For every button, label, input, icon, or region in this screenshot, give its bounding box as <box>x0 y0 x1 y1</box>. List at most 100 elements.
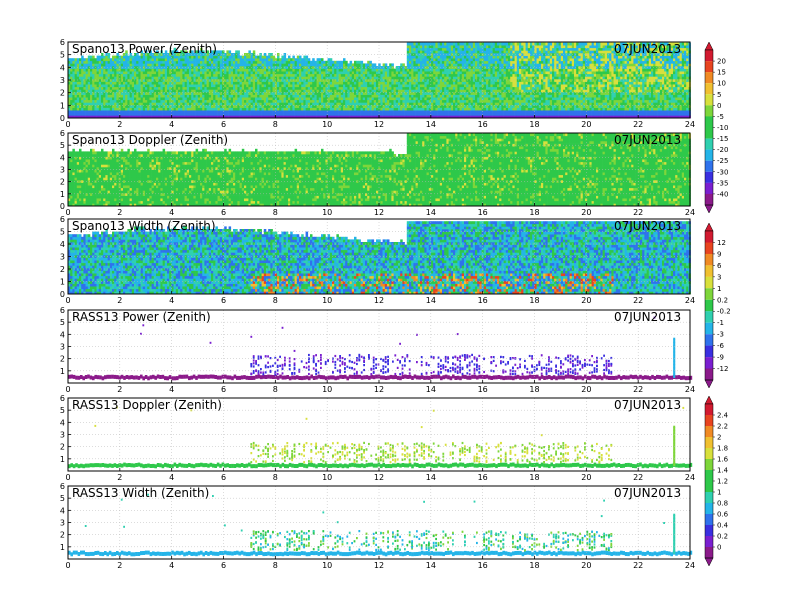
heatmap-cell <box>437 71 441 75</box>
heatmap-cell <box>213 81 216 85</box>
heatmap-cell <box>173 92 177 95</box>
heatmap-cell <box>171 102 174 106</box>
heatmap-cell <box>186 68 190 72</box>
heatmap-cell <box>354 60 357 64</box>
heatmap-cell <box>70 79 73 82</box>
heatmap-cell <box>288 97 291 101</box>
heatmap-cell <box>109 68 113 72</box>
heatmap-cell <box>239 112 243 116</box>
heatmap-cell <box>431 115 434 119</box>
heatmap-cell <box>270 71 273 75</box>
heatmap-cell <box>486 84 489 88</box>
heatmap-cell <box>228 102 232 106</box>
heatmap-cell <box>76 110 80 114</box>
heatmap-cell <box>296 60 300 64</box>
heatmap-cell <box>354 63 357 67</box>
heatmap-cell <box>83 76 86 80</box>
heatmap-cell <box>237 89 240 93</box>
heatmap-cell <box>329 73 333 77</box>
heatmap-cell <box>409 73 412 77</box>
heatmap-cell <box>446 58 449 62</box>
heatmap-cell <box>81 99 84 103</box>
heatmap-cell <box>398 110 401 114</box>
heatmap-cell <box>345 94 348 98</box>
heatmap-cell <box>472 71 476 75</box>
heatmap-cell <box>459 84 463 88</box>
heatmap-cell <box>340 84 344 88</box>
heatmap-cell <box>109 86 113 90</box>
heatmap-cell <box>305 107 309 111</box>
heatmap-cell <box>241 84 245 88</box>
heatmap-cell <box>79 105 82 108</box>
heatmap-cell <box>134 58 137 62</box>
heatmap-cell <box>79 92 82 95</box>
heatmap-cell <box>435 60 438 64</box>
heatmap-cell <box>395 66 399 69</box>
heatmap-cell <box>134 68 137 72</box>
heatmap-cell <box>417 60 421 64</box>
heatmap-cell <box>391 68 394 72</box>
heatmap-cell <box>167 73 170 77</box>
heatmap-cell <box>237 73 240 77</box>
heatmap-cell <box>400 68 403 72</box>
heatmap-cell <box>116 66 119 69</box>
heatmap-cell <box>305 97 309 101</box>
heatmap-cell <box>125 60 128 64</box>
heatmap-cell <box>323 92 326 95</box>
heatmap-cell <box>329 63 333 67</box>
heatmap-cell <box>178 58 181 62</box>
heatmap-cell <box>428 102 432 106</box>
heatmap-cell <box>314 68 317 72</box>
heatmap-cell <box>105 99 108 103</box>
heatmap-cell <box>413 47 416 51</box>
heatmap-cell <box>468 107 471 111</box>
heatmap-cell <box>87 86 91 90</box>
heatmap-cell <box>453 73 456 77</box>
heatmap-cell <box>472 79 476 82</box>
heatmap-cell <box>112 92 115 95</box>
heatmap-cell <box>277 81 280 85</box>
heatmap-cell <box>248 92 251 95</box>
heatmap-cell <box>492 63 496 67</box>
heatmap-cell <box>424 68 427 72</box>
heatmap-cell <box>457 42 460 46</box>
heatmap-cell <box>219 55 223 59</box>
heatmap-cell <box>428 42 432 46</box>
heatmap-cell <box>376 107 379 111</box>
heatmap-cell <box>347 81 350 85</box>
heatmap-cell <box>411 112 414 116</box>
heatmap-cell <box>228 63 232 67</box>
heatmap-cell <box>197 102 201 106</box>
heatmap-cell <box>378 68 381 72</box>
heatmap-cell <box>76 63 80 67</box>
heatmap-cell <box>120 102 124 106</box>
heatmap-cell <box>301 86 304 90</box>
heatmap-cell <box>393 94 397 98</box>
heatmap-cell <box>345 71 348 75</box>
heatmap-cell <box>299 102 302 106</box>
heatmap-cell <box>186 102 190 106</box>
heatmap-cell <box>149 94 152 98</box>
heatmap-cell <box>215 58 218 62</box>
heatmap-cell <box>503 115 507 119</box>
heatmap-cell <box>477 92 480 95</box>
heatmap-cell <box>391 84 394 88</box>
heatmap-cell <box>283 115 287 119</box>
heatmap-cell <box>334 76 337 80</box>
heatmap-cell <box>285 58 289 62</box>
heatmap-cell <box>314 105 317 108</box>
heatmap-cell <box>371 115 375 119</box>
heatmap-cell <box>72 66 75 69</box>
heatmap-cell <box>290 105 293 108</box>
heatmap-cell <box>411 68 414 72</box>
heatmap-cell <box>470 115 474 119</box>
heatmap-cell <box>327 112 331 116</box>
heatmap-cell <box>213 94 216 98</box>
heatmap-cell <box>453 97 456 101</box>
heatmap-cell <box>244 102 247 106</box>
heatmap-cell <box>455 76 458 80</box>
heatmap-cell <box>316 68 320 72</box>
heatmap-cell <box>228 86 232 90</box>
heatmap-cell <box>259 97 262 101</box>
heatmap-cell <box>160 107 163 111</box>
